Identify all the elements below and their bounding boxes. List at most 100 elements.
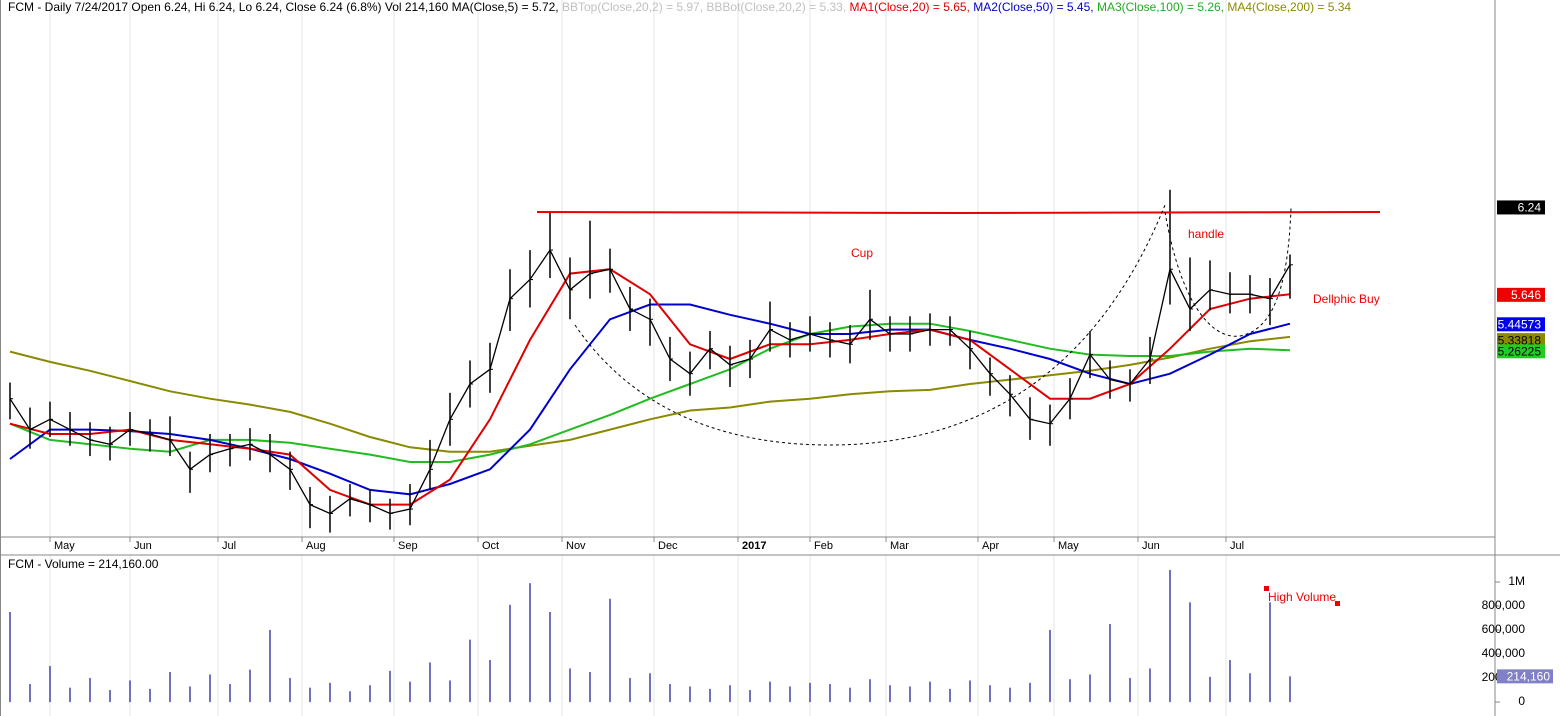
volume-bar	[949, 688, 951, 703]
volume-marker	[1335, 601, 1340, 606]
x-tick-label: 2017	[742, 540, 766, 552]
value-label: 5.26225	[1498, 344, 1542, 358]
volume-bar	[9, 612, 11, 703]
volume-bar	[389, 670, 391, 703]
volume-bar	[1289, 676, 1291, 703]
y-tick-label: 1M	[1508, 574, 1525, 588]
title-segment: MA2(Close,50) = 5.45,	[973, 0, 1097, 14]
volume-bar	[209, 674, 211, 703]
volume-bar	[629, 678, 631, 703]
title-segment: MA1(Close,20) = 5.65,	[849, 0, 973, 14]
volume-bar	[849, 687, 851, 703]
y-tick-label: 600,000	[1482, 622, 1526, 636]
volume-bar	[589, 672, 591, 703]
value-box	[1497, 287, 1545, 302]
volume-bar	[189, 686, 191, 703]
volume-title: FCM - Volume = 214,160.00	[8, 557, 159, 571]
y-tick-label: 400,000	[1482, 646, 1526, 660]
value-label: 5.44573	[1498, 317, 1542, 331]
value-label: 5.646	[1511, 288, 1541, 302]
grid-layer	[49, 0, 1227, 716]
volume-bar	[729, 685, 731, 703]
volume-bar	[69, 687, 71, 703]
volume-marker	[1264, 586, 1269, 591]
y-tick-label: 800,000	[1482, 598, 1526, 612]
x-tick-label: Nov	[566, 540, 586, 552]
volume-bar	[329, 682, 331, 703]
annotation: Cup	[851, 246, 873, 260]
moving-average	[9, 322, 1291, 463]
volume-bar	[49, 666, 51, 703]
value-box	[1497, 344, 1545, 359]
annotation: handle	[1188, 227, 1224, 241]
volume-bar	[709, 688, 711, 703]
x-tick-label: Sep	[398, 540, 418, 552]
value-label: 214,160	[1507, 670, 1551, 684]
volume-bar	[1029, 682, 1031, 703]
title-segment: BBTop(Close,20,2) = 5.97, BBBot(Close,20…	[562, 0, 850, 14]
value-box	[1497, 317, 1545, 332]
volume-bar	[769, 681, 771, 703]
volume-bar	[1049, 630, 1051, 703]
volume-bar	[429, 662, 431, 703]
x-tick-label: Aug	[306, 540, 326, 552]
volume-bar	[229, 684, 231, 703]
volume-bar	[749, 690, 751, 703]
cup-curve	[574, 204, 1166, 446]
volume-bar	[249, 669, 251, 703]
volume-bar	[689, 686, 691, 703]
volume-bar	[449, 680, 451, 703]
x-tick-label: Mar	[890, 540, 909, 552]
x-tick-label: Dec	[658, 540, 678, 552]
volume-bar	[289, 678, 291, 703]
volume-bar	[789, 686, 791, 703]
x-tick-label: May	[1058, 540, 1079, 552]
volume-bar	[1149, 668, 1151, 703]
volume-bar	[1089, 674, 1091, 703]
x-tick-label: Apr	[982, 540, 999, 552]
volume-bar	[909, 686, 911, 703]
volume-bar	[469, 639, 471, 703]
x-tick-label: Jun	[134, 540, 152, 552]
value-box	[1497, 200, 1545, 215]
title-segment: FCM - Daily 7/24/2017 Open 6.24, Hi 6.24…	[8, 0, 562, 14]
volume-bar	[529, 583, 531, 703]
volume-bar	[829, 684, 831, 703]
value-label: 6.24	[1518, 201, 1542, 215]
volume-bar	[569, 668, 571, 703]
value-box	[1497, 669, 1553, 684]
value-label: 5.33818	[1498, 333, 1542, 347]
x-tick-label: Oct	[482, 540, 499, 552]
handle-curve	[1164, 207, 1292, 337]
volume-bar	[989, 685, 991, 703]
volume-bar	[1209, 676, 1211, 703]
volume-bar	[29, 684, 31, 703]
volume-bar	[369, 685, 371, 703]
volume-bar	[1189, 602, 1191, 703]
volume-bar	[149, 688, 151, 703]
resistance-line	[536, 211, 1381, 215]
volume-bar	[169, 672, 171, 703]
x-tick-label: Jul	[1230, 540, 1244, 552]
volume-bar	[889, 685, 891, 703]
volume-bar	[1009, 687, 1011, 703]
x-tick-label: Feb	[814, 540, 833, 552]
volume-bar	[1069, 679, 1071, 703]
volume-bar	[549, 612, 551, 703]
volume-bar	[509, 604, 511, 703]
volume-bar	[1229, 660, 1231, 703]
volume-bar	[649, 673, 651, 703]
annotation: High Volume	[1268, 590, 1336, 604]
chart-title: FCM - Daily 7/24/2017 Open 6.24, Hi 6.24…	[8, 0, 1351, 14]
volume-bar	[1169, 569, 1171, 703]
x-tick-label: Jul	[222, 540, 236, 552]
close-line	[9, 248, 1291, 515]
volume-bar	[1129, 678, 1131, 703]
value-box	[1497, 333, 1545, 348]
volume-bar	[269, 630, 271, 703]
volume-bar	[809, 682, 811, 703]
volume-bar	[969, 680, 971, 703]
volume-bar	[1109, 624, 1111, 703]
